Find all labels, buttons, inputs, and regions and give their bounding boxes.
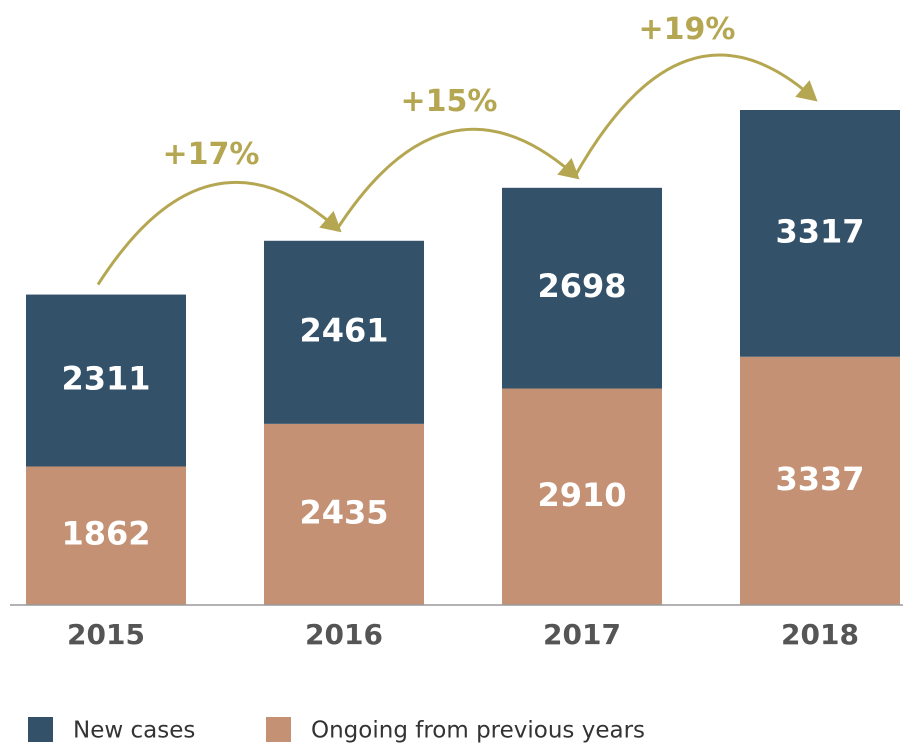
bar-segment: [264, 423, 424, 605]
annotation-arrow: [334, 127, 573, 232]
annotation-arrow: [96, 181, 335, 286]
annotation-arrow: [572, 53, 811, 179]
data-label: 2311: [61, 360, 150, 398]
arrow-head: [319, 210, 342, 233]
x-tick-label: 2018: [781, 618, 859, 651]
annotation: +17%: [163, 137, 260, 172]
x-tick-label: 2016: [305, 618, 383, 651]
annotation: +19%: [639, 12, 736, 47]
data-label: 2435: [299, 493, 388, 531]
data-label: 2910: [537, 476, 626, 514]
arrow-head: [795, 80, 818, 102]
x-tick-label: 2017: [543, 618, 621, 651]
legend-swatch: [28, 717, 53, 742]
bar-segment: [502, 388, 662, 605]
bar-segment: [264, 240, 424, 424]
data-label: 2461: [299, 311, 388, 349]
legend-label: Ongoing from previous years: [311, 718, 645, 744]
data-label: 3337: [775, 460, 864, 498]
x-tick-label: 2015: [67, 618, 145, 651]
annotation: +15%: [401, 84, 498, 119]
bar-segment: [740, 356, 900, 605]
bar-segment: [502, 187, 662, 389]
arrow-head: [557, 157, 580, 180]
bar-segment: [26, 294, 186, 467]
bar-segment: [26, 466, 186, 605]
data-label: 2698: [537, 267, 626, 305]
data-label: 1862: [61, 515, 150, 553]
legend-swatch: [266, 717, 291, 742]
legend-label: New cases: [73, 718, 195, 744]
data-label: 3317: [775, 212, 864, 250]
bar-segment: [740, 110, 900, 357]
